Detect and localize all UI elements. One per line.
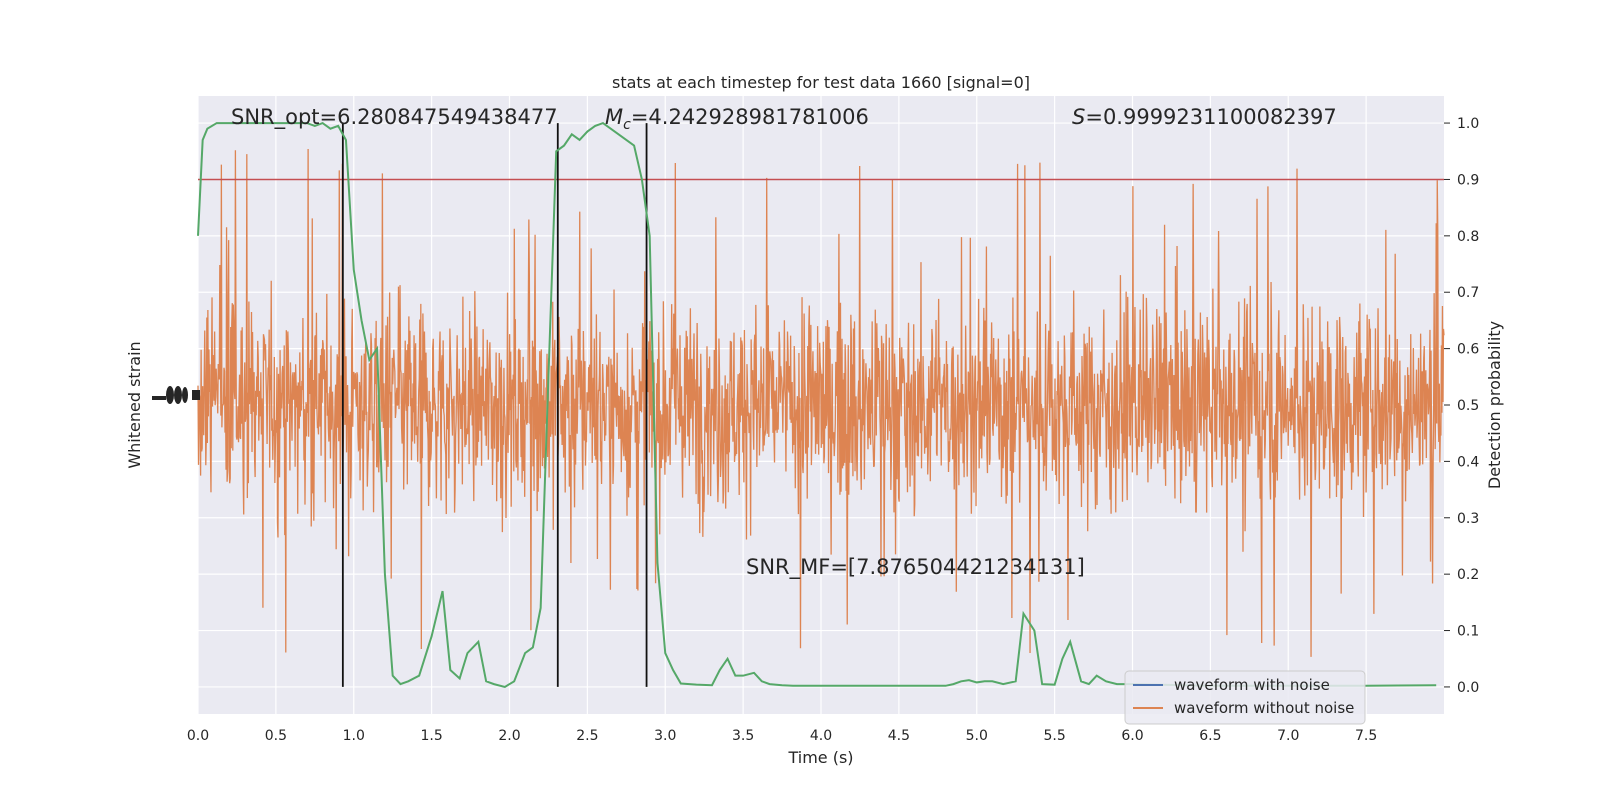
y-right-tick-label-2: 0.2 bbox=[1457, 567, 1479, 583]
y-right-tick-label-6: 0.6 bbox=[1457, 342, 1479, 358]
x-tick-label-0: 0.0 bbox=[187, 728, 209, 744]
x-tick-labels: 0.0 0.5 1.0 1.5 2.0 2.5 3.0 3.5 4.0 4.5 5.0 5.5 6.0 6… bbox=[187, 728, 1377, 744]
y-right-tick-label-5: 0.5 bbox=[1457, 398, 1479, 414]
y-right-tick-label-4: 0.4 bbox=[1457, 454, 1479, 470]
x-tick-label-14: 7.0 bbox=[1277, 728, 1299, 744]
annotation-s: S=0.9999231100082397 bbox=[1072, 105, 1337, 129]
y-axis-label-right: Detection probability bbox=[1485, 321, 1504, 489]
annotation-mc: Mc=4.242928981781006 bbox=[605, 105, 869, 133]
annotation-mc-subscript: c bbox=[623, 117, 631, 133]
annotation-s-value: =0.9999231100082397 bbox=[1085, 105, 1336, 129]
x-tick-label-13: 6.5 bbox=[1199, 728, 1221, 744]
y-right-tick-label-9: 0.9 bbox=[1457, 172, 1479, 188]
y-right-tick-label-7: 0.7 bbox=[1457, 285, 1479, 301]
x-tick-label-1: 0.5 bbox=[265, 728, 287, 744]
x-tick-label-11: 5.5 bbox=[1043, 728, 1065, 744]
x-tick-label-12: 6.0 bbox=[1121, 728, 1143, 744]
x-tick-label-6: 3.0 bbox=[654, 728, 676, 744]
y-right-tick-label-0: 0.0 bbox=[1457, 680, 1479, 696]
x-tick-label-7: 3.5 bbox=[732, 728, 754, 744]
annotation-mc-value: =4.242928981781006 bbox=[631, 105, 869, 129]
annotation-snr-opt: SNR_opt=6.280847549438477 bbox=[231, 105, 558, 130]
detection-probability-series bbox=[197, 121, 1437, 689]
y-right-tick-labels: 0.0 0.1 0.2 0.3 0.4 0.5 0.6 0.7 0.8 0.9 1.0 bbox=[1444, 116, 1479, 696]
x-tick-label-3: 1.5 bbox=[420, 728, 442, 744]
legend-label-waveform-without-noise: waveform without noise bbox=[1174, 699, 1354, 717]
chart-title: stats at each timestep for test data 166… bbox=[612, 73, 1030, 92]
y-axis-label-left: Whitened strain bbox=[125, 341, 144, 468]
x-tick-label-5: 2.5 bbox=[576, 728, 598, 744]
x-tick-label-2: 1.0 bbox=[343, 728, 365, 744]
noise-path bbox=[197, 149, 1445, 657]
x-tick-label-8: 4.0 bbox=[810, 728, 832, 744]
y-right-tick-label-8: 0.8 bbox=[1457, 229, 1479, 245]
annotation-snr-mf: SNR_MF=[7.876504421234131] bbox=[746, 555, 1085, 580]
detection-probability-line bbox=[197, 121, 1437, 689]
y-right-tick-label-1: 0.1 bbox=[1457, 624, 1479, 640]
annotation-mc-symbol: M bbox=[605, 105, 623, 129]
y-right-tick-label-3: 0.3 bbox=[1457, 511, 1479, 527]
x-tick-label-10: 5.0 bbox=[966, 728, 988, 744]
x-axis-label: Time (s) bbox=[787, 748, 853, 767]
noise-series-waveform-without-noise bbox=[197, 149, 1445, 657]
x-tick-label-9: 4.5 bbox=[888, 728, 910, 744]
annotation-s-symbol: S bbox=[1072, 105, 1085, 129]
left-axis-ticks bbox=[152, 386, 200, 404]
x-tick-label-4: 2.0 bbox=[498, 728, 520, 744]
y-right-tick-label-10: 1.0 bbox=[1457, 116, 1479, 132]
legend-label-waveform-with-noise: waveform with noise bbox=[1174, 676, 1330, 694]
legend: waveform with noise waveform without noi… bbox=[1124, 670, 1366, 725]
x-tick-label-15: 7.5 bbox=[1355, 728, 1377, 744]
legend-box bbox=[1124, 670, 1366, 725]
